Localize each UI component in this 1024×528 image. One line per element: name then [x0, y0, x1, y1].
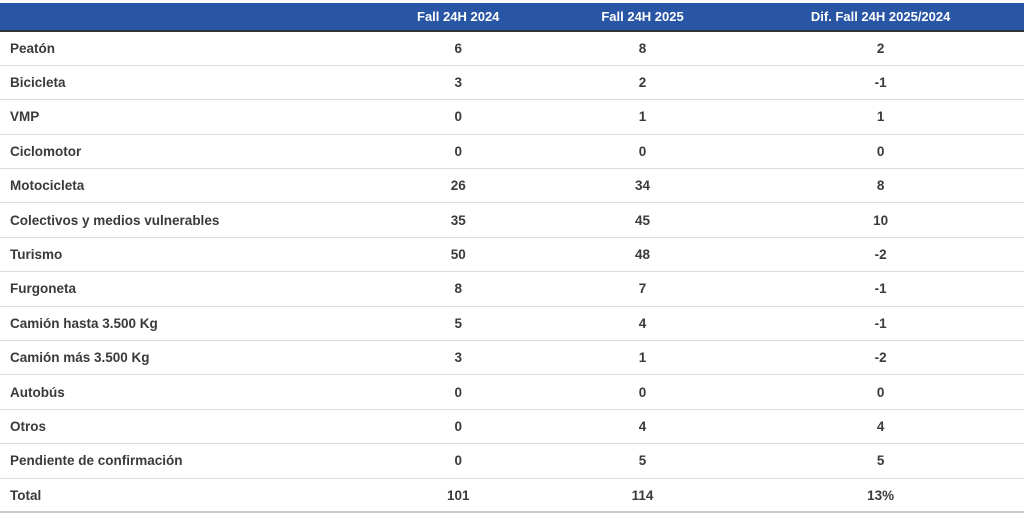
row-label: Total — [0, 478, 369, 514]
table-row: Pendiente de confirmación 0 5 5 — [0, 443, 1024, 479]
cell-dif: -1 — [737, 306, 1024, 342]
cell-dif: 0 — [737, 374, 1024, 410]
cell-fall-2024: 3 — [368, 340, 548, 376]
row-label: VMP — [0, 99, 369, 135]
cell-fall-2025: 1 — [547, 340, 738, 376]
cell-fall-2024: 50 — [368, 237, 548, 273]
cell-fall-2025: 1 — [547, 99, 738, 135]
cell-fall-2024: 6 — [368, 31, 548, 66]
cell-dif: -2 — [737, 237, 1024, 273]
cell-dif: 2 — [737, 31, 1024, 66]
table-row: Camión más 3.500 Kg 3 1 -2 — [0, 340, 1024, 376]
cell-fall-2025: 2 — [547, 65, 738, 101]
fatalities-table: Fall 24H 2024 Fall 24H 2025 Dif. Fall 24… — [0, 3, 1024, 514]
table-row: Autobús 0 0 0 — [0, 374, 1024, 410]
cell-dif: -1 — [737, 271, 1024, 307]
cell-fall-2024: 0 — [368, 374, 548, 410]
table-header: Fall 24H 2024 Fall 24H 2025 Dif. Fall 24… — [0, 3, 1024, 32]
cell-fall-2024: 0 — [368, 99, 548, 135]
cell-fall-2024: 26 — [368, 168, 548, 204]
row-label: Autobús — [0, 374, 369, 410]
row-label: Bicicleta — [0, 65, 369, 101]
header-row: Fall 24H 2024 Fall 24H 2025 Dif. Fall 24… — [0, 3, 1024, 32]
row-label: Peatón — [0, 31, 369, 66]
table-row: Motocicleta 26 34 8 — [0, 168, 1024, 204]
row-label: Turismo — [0, 237, 369, 273]
row-label: Pendiente de confirmación — [0, 443, 369, 479]
cell-fall-2024: 101 — [368, 478, 548, 514]
header-fall-24h-2025: Fall 24H 2025 — [547, 3, 738, 32]
table-row: Peatón 6 8 2 — [0, 31, 1024, 66]
cell-fall-2025: 34 — [547, 168, 738, 204]
cell-fall-2025: 0 — [547, 134, 738, 170]
cell-fall-2024: 0 — [368, 409, 548, 445]
cell-fall-2024: 3 — [368, 65, 548, 101]
cell-dif: 13% — [737, 478, 1024, 514]
header-fall-24h-2024: Fall 24H 2024 — [368, 3, 548, 32]
cell-dif: 8 — [737, 168, 1024, 204]
cell-fall-2024: 0 — [368, 443, 548, 479]
table-row: Total 101 114 13% — [0, 478, 1024, 514]
row-label: Furgoneta — [0, 271, 369, 307]
cell-fall-2025: 4 — [547, 306, 738, 342]
cell-dif: 10 — [737, 202, 1024, 238]
table-body: Peatón 6 8 2 Bicicleta 3 2 -1 VMP 0 1 1 … — [0, 31, 1024, 514]
table-row: Otros 0 4 4 — [0, 409, 1024, 445]
cell-fall-2025: 0 — [547, 374, 738, 410]
cell-dif: -2 — [737, 340, 1024, 376]
row-label: Ciclomotor — [0, 134, 369, 170]
cell-dif: 0 — [737, 134, 1024, 170]
row-label: Colectivos y medios vulnerables — [0, 202, 369, 238]
row-label: Camión más 3.500 Kg — [0, 340, 369, 376]
table-row: Ciclomotor 0 0 0 — [0, 134, 1024, 170]
cell-fall-2024: 35 — [368, 202, 548, 238]
row-label: Motocicleta — [0, 168, 369, 204]
table-row: VMP 0 1 1 — [0, 99, 1024, 135]
table-row: Turismo 50 48 -2 — [0, 237, 1024, 273]
cell-fall-2025: 4 — [547, 409, 738, 445]
cell-fall-2025: 7 — [547, 271, 738, 307]
header-category — [0, 3, 369, 32]
cell-fall-2025: 48 — [547, 237, 738, 273]
cell-dif: -1 — [737, 65, 1024, 101]
table-row: Bicicleta 3 2 -1 — [0, 65, 1024, 101]
header-dif-fall-24h: Dif. Fall 24H 2025/2024 — [737, 3, 1024, 32]
table-row: Colectivos y medios vulnerables 35 45 10 — [0, 202, 1024, 238]
cell-dif: 5 — [737, 443, 1024, 479]
cell-fall-2024: 0 — [368, 134, 548, 170]
cell-fall-2024: 8 — [368, 271, 548, 307]
cell-fall-2025: 5 — [547, 443, 738, 479]
cell-fall-2025: 114 — [547, 478, 738, 514]
table-row: Furgoneta 8 7 -1 — [0, 271, 1024, 307]
table-row: Camión hasta 3.500 Kg 5 4 -1 — [0, 306, 1024, 342]
row-label: Otros — [0, 409, 369, 445]
cell-dif: 1 — [737, 99, 1024, 135]
cell-fall-2025: 8 — [547, 31, 738, 66]
row-label: Camión hasta 3.500 Kg — [0, 306, 369, 342]
cell-fall-2025: 45 — [547, 202, 738, 238]
cell-dif: 4 — [737, 409, 1024, 445]
fatalities-table-container: Fall 24H 2024 Fall 24H 2025 Dif. Fall 24… — [0, 3, 1024, 514]
cell-fall-2024: 5 — [368, 306, 548, 342]
